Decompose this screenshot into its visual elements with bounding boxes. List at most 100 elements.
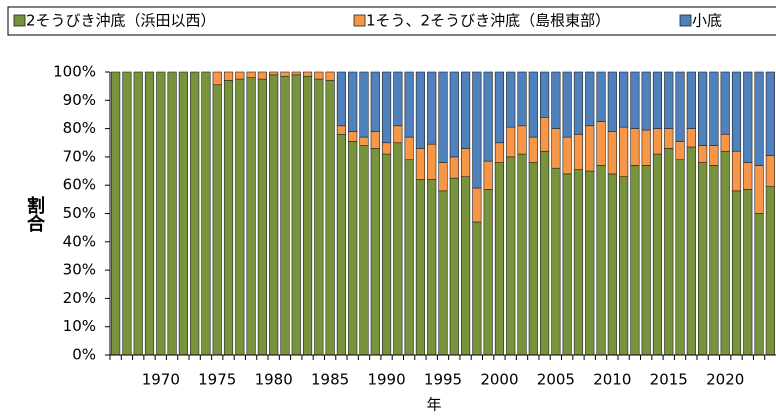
bar-segment	[144, 71, 155, 356]
bar-segment	[596, 165, 606, 356]
bar-segment	[517, 71, 527, 127]
legend-box	[7, 6, 776, 36]
bar-segment	[348, 131, 358, 142]
bar-segment	[404, 159, 414, 356]
bar-segment	[765, 186, 775, 356]
bar-segment	[675, 141, 685, 161]
bar-segment	[381, 153, 392, 356]
bar-segment	[562, 173, 572, 356]
x-tick-label: 1975	[198, 371, 236, 389]
bar-segment	[111, 71, 121, 356]
x-axis-title: 年	[426, 396, 441, 414]
bar-segment	[562, 71, 572, 138]
bar-segment	[167, 71, 177, 356]
bar-segment	[540, 116, 550, 152]
bar-segment	[325, 80, 335, 356]
bar-segment	[235, 78, 245, 356]
bar-segment	[607, 71, 617, 132]
bar-segment	[551, 167, 561, 356]
bar-segment	[393, 142, 403, 356]
y-tick-label: 100%	[53, 63, 96, 81]
bar-segment	[370, 131, 380, 149]
bar-segment	[449, 156, 459, 179]
bar-segment	[765, 71, 775, 156]
bar-segment	[325, 71, 335, 81]
bar-segment	[540, 150, 550, 356]
legend-label: 1そう、2そうびき沖底（島根東部）	[366, 12, 610, 30]
x-tick-label: 2020	[706, 371, 744, 389]
bar-segment	[562, 136, 572, 175]
bar-segment	[652, 153, 663, 356]
bar-segment	[133, 71, 143, 356]
bar-segment	[675, 71, 685, 142]
bar-segment	[483, 189, 493, 356]
bar-segment	[291, 74, 301, 356]
bar-segment	[720, 71, 730, 135]
bar-segment	[122, 71, 132, 356]
x-tick-label: 2015	[650, 371, 688, 389]
bar-segment	[314, 78, 324, 356]
bar-segment	[449, 177, 459, 356]
legend-swatch	[679, 14, 692, 27]
bar-segment	[393, 71, 403, 127]
bar-segment	[178, 71, 188, 356]
bar-segment	[269, 74, 279, 356]
bar-segment	[743, 71, 753, 163]
bar-segment	[494, 142, 505, 163]
y-tick-label: 0%	[72, 346, 96, 364]
bar-segment	[246, 77, 256, 356]
bar-segment	[415, 71, 426, 149]
y-tick-label: 60%	[63, 176, 96, 194]
bar-segment	[415, 179, 426, 356]
bar-segment	[540, 71, 550, 118]
legend-label: 2そうびき沖底（浜田以西）	[26, 12, 216, 30]
bar-segment	[348, 141, 358, 356]
y-tick-label: 50%	[63, 204, 96, 222]
bar-segment	[212, 84, 222, 356]
bar-segment	[257, 71, 267, 80]
bar-segment	[573, 133, 584, 170]
bar-segment	[427, 179, 437, 356]
bar-segment	[472, 187, 482, 223]
y-tick-label: 30%	[63, 261, 96, 279]
bar-segment	[381, 142, 392, 155]
bar-segment	[641, 129, 651, 166]
bar-segment	[743, 189, 753, 356]
bar-segment	[630, 128, 640, 166]
x-tick-label: 2000	[480, 371, 518, 389]
bar-segment	[709, 165, 719, 356]
bar-segment	[731, 150, 742, 192]
bar-segment	[494, 71, 505, 144]
bar-segment	[336, 71, 346, 127]
bar-segment	[585, 125, 595, 172]
bar-segment	[698, 162, 708, 356]
bar-segment	[573, 71, 584, 135]
bar-segment	[607, 131, 617, 175]
bar-segment	[686, 128, 696, 148]
bar-segment	[257, 78, 267, 356]
bar-segment	[686, 146, 696, 356]
y-axis-title: 割合	[24, 195, 45, 232]
x-tick-label: 1985	[311, 371, 349, 389]
bar-segment	[573, 169, 584, 356]
bar-segment	[427, 71, 437, 145]
bar-segment	[709, 145, 719, 166]
bar-segment	[483, 160, 493, 190]
bar-segment	[551, 128, 561, 169]
bar-segment	[302, 75, 313, 356]
bar-segment	[460, 71, 471, 149]
bar-segment	[686, 71, 696, 129]
bar-segment	[731, 190, 742, 356]
bar-segment	[664, 148, 674, 356]
x-tick-label: 2010	[593, 371, 631, 389]
y-tick-label: 90%	[63, 91, 96, 109]
bar-segment	[641, 165, 651, 356]
bar-segment	[551, 71, 561, 129]
bar-segment	[619, 126, 629, 178]
bar-segment	[506, 156, 516, 356]
bar-segment	[291, 71, 301, 76]
bar-segment	[698, 145, 708, 163]
bar-segment	[235, 71, 245, 80]
bar-segment	[698, 71, 708, 146]
bar-segment	[212, 71, 222, 86]
